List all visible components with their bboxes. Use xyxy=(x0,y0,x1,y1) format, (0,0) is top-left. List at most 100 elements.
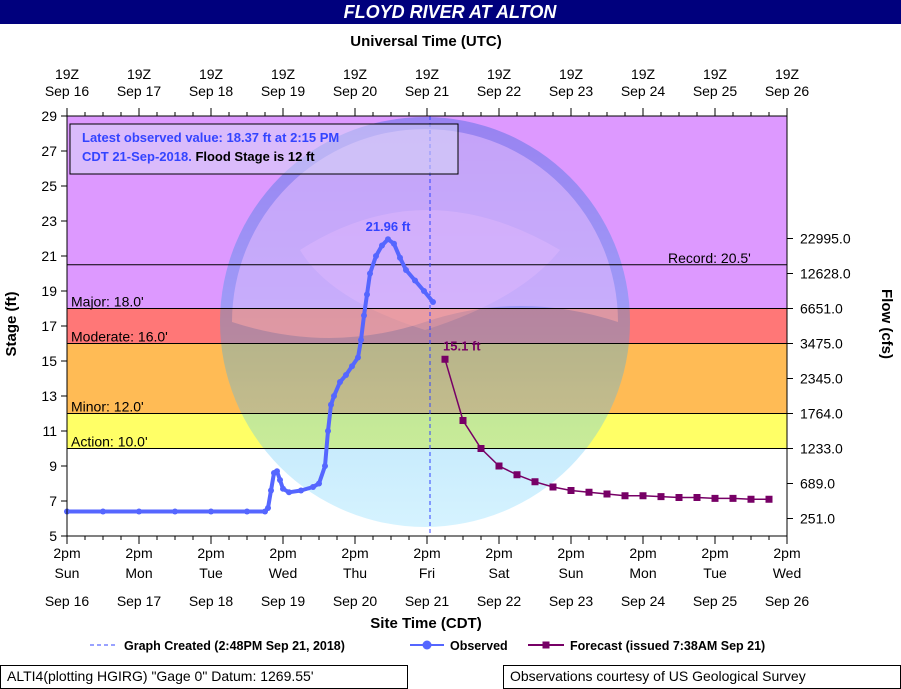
forecast-point xyxy=(603,490,611,498)
observed-point xyxy=(343,372,349,378)
observed-point xyxy=(268,487,274,494)
bottom-tick-time: 2pm xyxy=(125,545,152,561)
bottom-tick-date: Sep 23 xyxy=(549,593,594,609)
top-tick-date: Sep 26 xyxy=(765,83,810,99)
threshold-label-moderate: Moderate: 16.0' xyxy=(71,329,168,345)
forecast-point xyxy=(639,492,647,500)
top-tick-time: 19Z xyxy=(415,66,440,82)
bottom-tick-weekday: Sun xyxy=(55,565,80,581)
bottom-tick-date: Sep 24 xyxy=(621,593,666,609)
top-tick-date: Sep 22 xyxy=(477,83,522,99)
flow-tick-label: 6651.0 xyxy=(800,301,843,317)
forecast-point xyxy=(513,471,521,479)
bottom-tick-date: Sep 20 xyxy=(333,593,378,609)
y-tick-label: 9 xyxy=(49,458,57,474)
y-tick-label: 21 xyxy=(41,248,57,264)
observed-point xyxy=(208,508,214,515)
y-tick-label: 11 xyxy=(42,423,57,439)
y-tick-label: 23 xyxy=(41,213,57,229)
forecast-point xyxy=(459,417,467,424)
top-tick-time: 19Z xyxy=(487,66,512,82)
observed-point xyxy=(397,254,403,261)
bottom-tick-weekday: Thu xyxy=(343,565,367,581)
bottom-tick-date: Sep 22 xyxy=(477,593,522,609)
observed-point xyxy=(310,484,316,490)
annotation-flood-stage: Flood Stage is 12 ft xyxy=(192,149,315,164)
observed-point xyxy=(274,468,280,475)
observed-point xyxy=(136,508,142,515)
top-tick-time: 19Z xyxy=(631,66,656,82)
y-tick-label: 19 xyxy=(41,283,57,299)
bottom-tick-weekday: Sun xyxy=(559,565,584,581)
courtesy-footer: Observations courtesy of US Geological S… xyxy=(503,665,901,689)
observed-point xyxy=(280,485,286,492)
observed-point xyxy=(412,277,418,284)
forecast-point xyxy=(531,478,539,486)
flow-tick-label: 251.0 xyxy=(800,511,835,527)
forecast-point xyxy=(693,494,701,501)
observed-point xyxy=(337,379,343,385)
legend-observed-marker xyxy=(422,640,432,650)
observed-point xyxy=(373,253,379,259)
observed-point xyxy=(172,508,178,515)
flow-tick-label: 22995.0 xyxy=(800,231,851,247)
top-tick-time: 19Z xyxy=(199,66,224,82)
forecast-point xyxy=(711,494,719,502)
top-tick-date: Sep 17 xyxy=(117,83,162,99)
y-tick-label: 25 xyxy=(41,178,57,194)
top-tick-date: Sep 16 xyxy=(45,83,90,99)
top-tick-time: 19Z xyxy=(343,66,368,82)
forecast-point xyxy=(657,493,665,501)
threshold-label-action: Action: 10.0' xyxy=(71,434,148,450)
svg-text:CDT 21-Sep-2018. Flood Stage i: CDT 21-Sep-2018. Flood Stage is 12 ft xyxy=(82,149,315,164)
forecast-point xyxy=(747,495,755,503)
bottom-tick-weekday: Fri xyxy=(419,565,435,581)
bottom-tick-time: 2pm xyxy=(557,545,584,561)
bottom-tick-date: Sep 25 xyxy=(693,593,738,609)
bottom-tick-date: Sep 17 xyxy=(117,593,162,609)
y-tick-label: 29 xyxy=(41,108,57,124)
bottom-tick-weekday: Tue xyxy=(703,565,727,581)
bottom-tick-time: 2pm xyxy=(197,545,224,561)
threshold-label-record: Record: 20.5' xyxy=(668,250,751,266)
bottom-tick-weekday: Sat xyxy=(488,565,509,581)
forecast-point xyxy=(441,355,449,363)
flow-tick-label: 689.0 xyxy=(800,476,835,492)
forecast-point xyxy=(585,488,593,496)
flow-tick-label: 3475.0 xyxy=(800,336,843,352)
observed-point xyxy=(361,312,367,319)
bottom-tick-date: Sep 16 xyxy=(45,593,90,609)
observed-point xyxy=(331,393,337,399)
forecast-point xyxy=(567,487,575,494)
y-tick-label: 5 xyxy=(49,528,57,544)
bottom-tick-weekday: Wed xyxy=(269,565,298,581)
legend: Graph Created (2:48PM Sep 21, 2018) Obse… xyxy=(90,639,765,653)
observed-point xyxy=(379,242,385,249)
threshold-label-minor: Minor: 12.0' xyxy=(71,399,144,415)
y-tick-label: 13 xyxy=(41,388,57,404)
observed-point xyxy=(277,477,283,483)
bottom-tick-date: Sep 18 xyxy=(189,593,234,609)
chart-title: FLOYD RIVER AT ALTON xyxy=(344,2,558,22)
observed-point xyxy=(364,291,370,298)
latest-value-annotation: Latest observed value: 18.37 ft at 2:15 … xyxy=(69,123,459,175)
observed-point xyxy=(325,428,331,434)
top-tick-date: Sep 23 xyxy=(549,83,594,99)
observed-point xyxy=(355,354,361,361)
y-tick-label: 27 xyxy=(41,143,57,159)
y-tick-label: 15 xyxy=(41,353,57,369)
bottom-tick-date: Sep 19 xyxy=(261,593,306,609)
y-tick-label: 7 xyxy=(49,493,57,509)
bottom-tick-time: 2pm xyxy=(413,545,440,561)
top-tick-time: 19Z xyxy=(775,66,800,82)
observed-point xyxy=(430,299,436,306)
bottom-tick-time: 2pm xyxy=(701,545,728,561)
forecast-point xyxy=(675,494,683,501)
bottom-tick-time: 2pm xyxy=(773,545,800,561)
threshold-label-major: Major: 18.0' xyxy=(71,294,144,310)
forecast-point xyxy=(549,483,557,491)
flow-tick-label: 1233.0 xyxy=(800,441,843,457)
title-bar xyxy=(0,0,901,24)
flow-tick-label: 2345.0 xyxy=(800,371,843,387)
